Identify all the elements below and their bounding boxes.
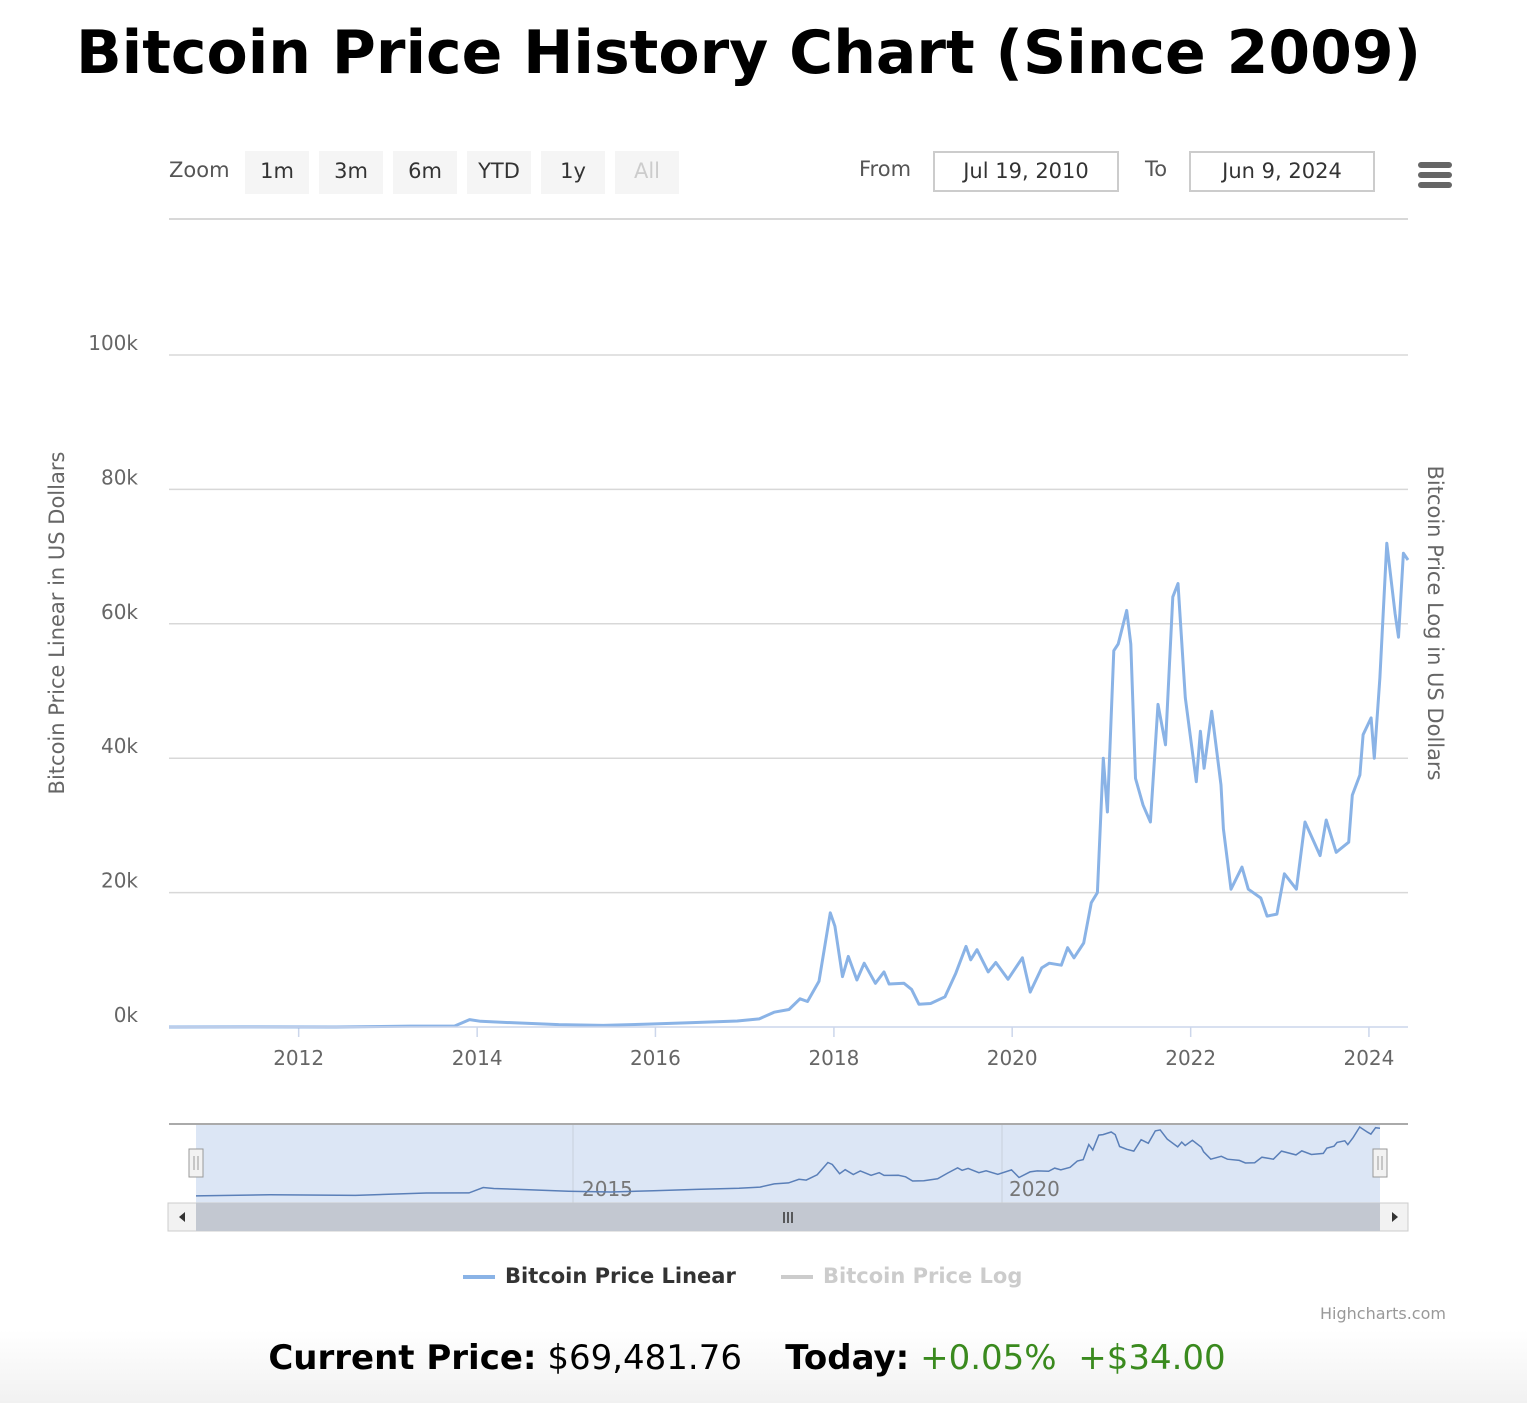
current-price-label: Current Price: bbox=[268, 1338, 537, 1378]
y-tick-label: 60k bbox=[101, 600, 138, 624]
from-date-input[interactable]: Jul 19, 2010 bbox=[933, 151, 1119, 192]
current-price-value: $69,481.76 bbox=[547, 1338, 742, 1378]
hamburger-menu-icon[interactable] bbox=[1418, 162, 1452, 192]
zoom-all-button[interactable]: All bbox=[615, 151, 679, 194]
today-change-percent: +0.05% bbox=[920, 1338, 1057, 1378]
navigator-tick-label: 2015 bbox=[582, 1177, 633, 1201]
grip-handle-icon[interactable] bbox=[783, 1212, 793, 1223]
zoom-label: Zoom bbox=[169, 158, 230, 182]
y-axis-title-right: Bitcoin Price Log in US Dollars bbox=[1423, 465, 1447, 780]
to-date-input[interactable]: Jun 9, 2024 bbox=[1189, 151, 1375, 192]
legend-label: Bitcoin Price Linear bbox=[505, 1264, 736, 1288]
arrow-left-icon[interactable] bbox=[179, 1212, 185, 1222]
x-tick-label: 2012 bbox=[273, 1046, 324, 1070]
zoom-1m-button[interactable]: 1m bbox=[245, 151, 309, 194]
y-tick-label: 0k bbox=[114, 1003, 139, 1027]
navigator-tick-label: 2020 bbox=[1009, 1177, 1060, 1201]
zoom-6m-button[interactable]: 6m bbox=[393, 151, 457, 194]
price-summary: Current Price: $69,481.76 Today: +0.05% … bbox=[0, 1338, 1494, 1378]
series-line-bitcoin-price-linear bbox=[168, 541, 1410, 1029]
y-tick-label: 20k bbox=[101, 869, 138, 893]
navigator-right-handle[interactable] bbox=[1372, 1148, 1388, 1178]
legend-item-bitcoin-price-linear[interactable]: Bitcoin Price Linear bbox=[463, 1264, 736, 1288]
today-change-amount: +$34.00 bbox=[1078, 1338, 1226, 1378]
zoom-1y-button[interactable]: 1y bbox=[541, 151, 605, 194]
y-tick-label: 80k bbox=[101, 465, 138, 489]
y-tick-label: 40k bbox=[101, 734, 138, 758]
navigator-selected-range[interactable] bbox=[196, 1124, 1380, 1203]
zoom-3m-button[interactable]: 3m bbox=[319, 151, 383, 194]
legend-item-bitcoin-price-log[interactable]: Bitcoin Price Log bbox=[781, 1264, 1022, 1288]
y-axis-title-left: Bitcoin Price Linear in US Dollars bbox=[45, 452, 69, 795]
x-tick-label: 2018 bbox=[808, 1046, 859, 1070]
zoom-ytd-button[interactable]: YTD bbox=[467, 151, 531, 194]
x-tick-label: 2014 bbox=[452, 1046, 503, 1070]
arrow-right-icon[interactable] bbox=[1392, 1212, 1398, 1222]
x-tick-label: 2020 bbox=[987, 1046, 1038, 1070]
x-tick-label: 2022 bbox=[1165, 1046, 1216, 1070]
y-tick-label: 100k bbox=[88, 331, 138, 355]
navigator-left-handle[interactable] bbox=[188, 1148, 204, 1178]
x-tick-label: 2016 bbox=[630, 1046, 681, 1070]
navigator-series-line bbox=[195, 1125, 1381, 1197]
legend-swatch bbox=[463, 1275, 495, 1279]
page-title: Bitcoin Price History Chart (Since 2009) bbox=[75, 18, 1422, 88]
legend-label: Bitcoin Price Log bbox=[823, 1264, 1023, 1288]
today-label: Today: bbox=[785, 1338, 910, 1378]
x-tick-label: 2024 bbox=[1343, 1046, 1394, 1070]
navigator[interactable]: 2015 2020 bbox=[167, 1123, 1409, 1232]
legend-swatch bbox=[781, 1275, 813, 1279]
from-label: From bbox=[859, 157, 912, 181]
to-label: To bbox=[1145, 157, 1168, 181]
highcharts-credits-link[interactable]: Highcharts.com bbox=[1320, 1304, 1446, 1323]
